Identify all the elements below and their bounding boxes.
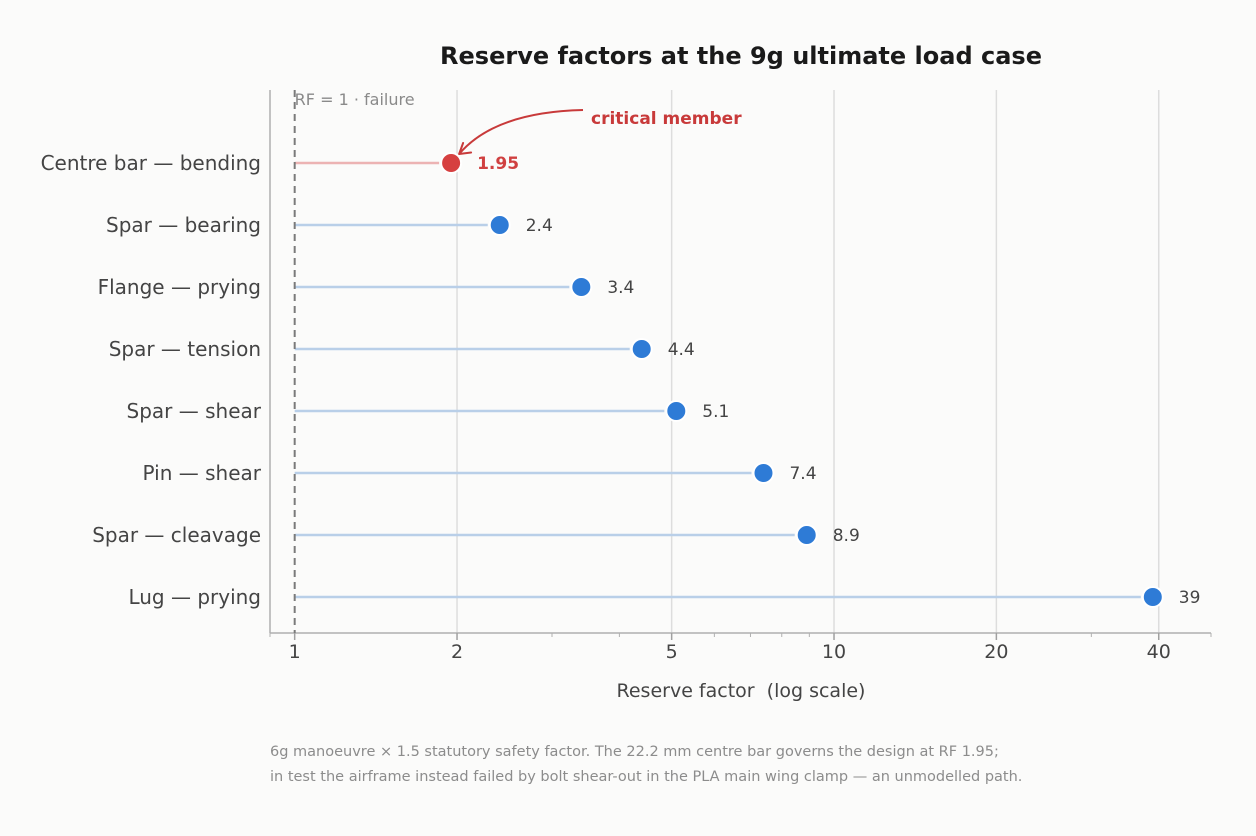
data-point — [752, 462, 775, 484]
x-tick-label: 2 — [451, 641, 463, 663]
data-point — [570, 276, 593, 298]
x-tick-label: 20 — [984, 641, 1008, 663]
labels: Centre bar — bending 1.95 Spar — bearing 2.… — [41, 151, 1201, 609]
value-label: 2.4 — [526, 216, 553, 236]
annotation-label: critical member — [591, 109, 742, 129]
data-point — [795, 524, 818, 546]
value-label: 8.9 — [833, 526, 860, 546]
data-point — [1141, 586, 1164, 608]
data-point — [630, 338, 653, 360]
chart-title: Reserve factors at the 9g ultimate load … — [440, 42, 1042, 70]
annotation-arrow — [458, 109, 584, 155]
points — [440, 152, 1164, 608]
x-tick-label: 1 — [289, 641, 301, 663]
annotation-arrowhead — [458, 142, 473, 155]
footnote: 6g manoeuvre × 1.5 statutory safety fact… — [270, 740, 1230, 790]
footnote-line-2: in test the airframe instead failed by b… — [270, 769, 1023, 785]
value-label: 4.4 — [668, 340, 695, 360]
category-label: Spar — tension — [109, 337, 261, 361]
annotation-group: critical member — [458, 109, 742, 155]
category-label: Lug — prying — [128, 585, 261, 609]
reference-line-label: RF = 1 · failure — [295, 90, 415, 109]
value-label: 3.4 — [607, 278, 634, 298]
critical-point — [440, 152, 463, 174]
stems — [294, 161, 1141, 599]
category-label: Spar — bearing — [106, 213, 261, 237]
category-label: Centre bar — bending — [41, 151, 261, 175]
data-point — [488, 214, 511, 236]
x-tick-label: 10 — [822, 641, 846, 663]
footnote-line-1: 6g manoeuvre × 1.5 statutory safety fact… — [270, 744, 999, 760]
value-label: 7.4 — [789, 464, 816, 484]
category-label: Spar — cleavage — [92, 523, 261, 547]
axes: 1 2 5 10 20 40 — [269, 90, 1212, 663]
value-label: 1.95 — [477, 154, 519, 174]
category-label: Flange — prying — [98, 275, 261, 299]
value-label: 5.1 — [702, 402, 729, 422]
grid-lines — [456, 90, 1160, 633]
x-tick-label: 5 — [666, 641, 678, 663]
reference-line-group: RF = 1 · failure — [293, 90, 415, 633]
category-label: Spar — shear — [127, 399, 262, 423]
data-point — [665, 400, 688, 422]
value-label: 39 — [1179, 588, 1201, 608]
x-axis-title: Reserve factor (log scale) — [617, 680, 866, 702]
category-label: Pin — shear — [143, 461, 262, 485]
x-tick-label: 40 — [1147, 641, 1171, 663]
